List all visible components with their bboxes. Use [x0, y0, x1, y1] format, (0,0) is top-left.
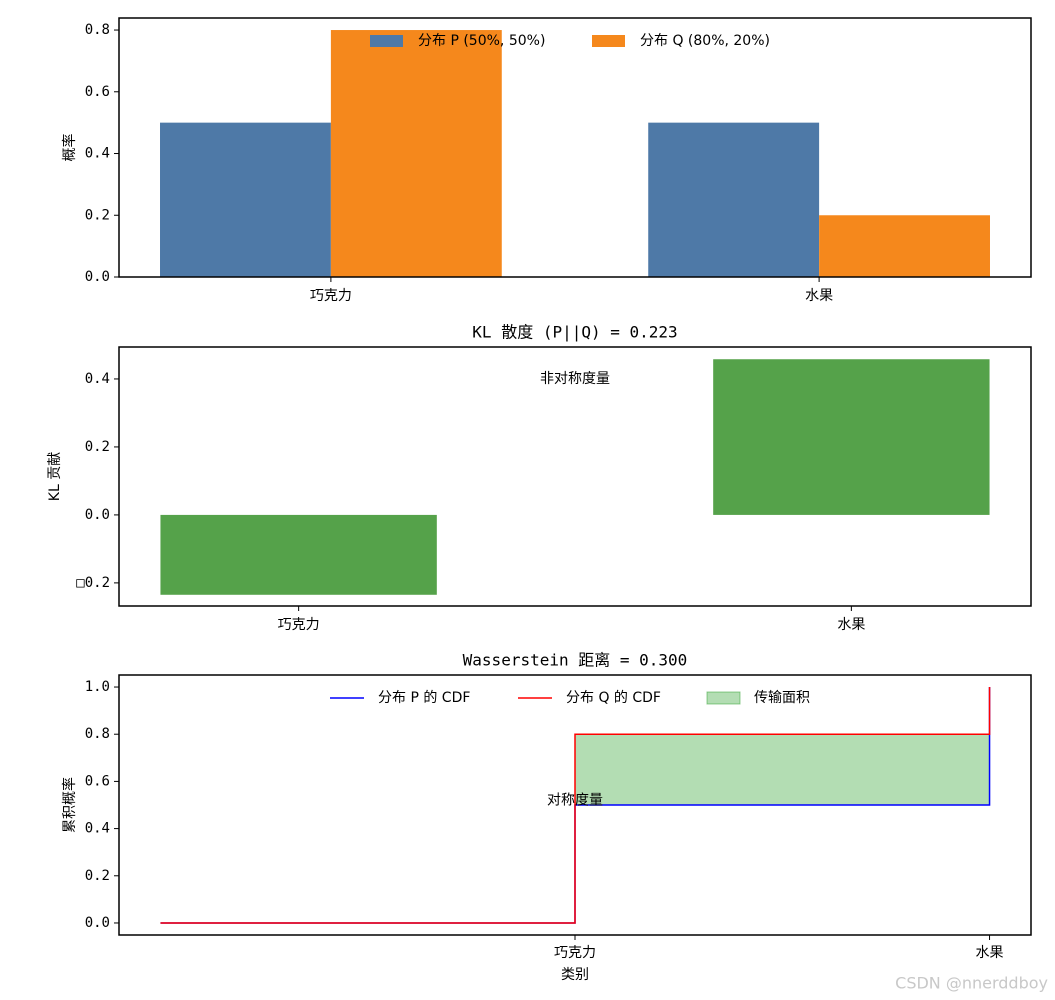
y-tick-label: 0.6: [85, 773, 110, 789]
x-tick-label: 巧克力: [310, 288, 352, 304]
axes-frame: [118, 17, 1032, 278]
x-tick-label: 水果: [976, 945, 1004, 961]
y-tick-label: 0.4: [85, 371, 110, 387]
bar: [819, 215, 990, 277]
x-tick-label: 水果: [837, 617, 865, 633]
bar: [160, 122, 331, 277]
legend-label: 分布 P 的 CDF: [378, 690, 470, 706]
bar: [160, 514, 437, 595]
bar: [713, 359, 990, 515]
transport-area: [574, 733, 991, 806]
legend-swatch: [592, 35, 625, 47]
legend-swatch: [706, 691, 741, 705]
legend-swatch: [370, 35, 403, 47]
x-axis-label: 类别: [561, 967, 589, 983]
y-tick-label: 0.2: [85, 207, 110, 223]
y-tick-label: 0.8: [85, 22, 110, 38]
y-tick-label: 0.0: [85, 915, 110, 931]
legend-label: 分布 P (50%, 50%): [418, 33, 545, 49]
y-tick-label: 0.6: [85, 84, 110, 100]
y-tick-label: 0.8: [85, 726, 110, 742]
legend-label: 传输面积: [754, 690, 810, 706]
chart-title: Wasserstein 距离 = 0.300: [463, 651, 688, 670]
y-tick-label: 0.0: [85, 269, 110, 285]
y-axis-label: 概率: [61, 134, 78, 162]
watermark: CSDN @nnerddboy: [895, 974, 1048, 993]
y-tick-label: 0.4: [85, 821, 110, 837]
bar: [330, 30, 502, 277]
x-tick-label: 巧克力: [554, 945, 596, 961]
axes-frame: [118, 674, 1032, 936]
y-tick-label: 0.2: [85, 868, 110, 884]
x-tick-label: 水果: [805, 288, 833, 304]
y-tick-label: 0.2: [85, 439, 110, 455]
annotation: 非对称度量: [540, 371, 610, 387]
chart-title: KL 散度 (P||Q) = 0.223: [472, 323, 677, 342]
y-axis-label: 累积概率: [61, 777, 78, 833]
y-tick-label: 1.0: [85, 679, 110, 695]
cdf-line: [160, 687, 991, 924]
legend-label: 分布 Q (80%, 20%): [640, 33, 770, 49]
axes-frame: [118, 346, 1032, 607]
y-axis-label: KL 贡献: [47, 452, 63, 501]
y-tick-label: 0.0: [85, 507, 110, 523]
legend-label: 分布 Q 的 CDF: [566, 690, 661, 706]
annotation: 对称度量: [547, 792, 603, 808]
x-tick-label: 巧克力: [278, 617, 320, 633]
y-tick-label: □0.2: [76, 575, 110, 591]
y-tick-label: 0.4: [85, 146, 110, 162]
bar: [648, 122, 820, 277]
